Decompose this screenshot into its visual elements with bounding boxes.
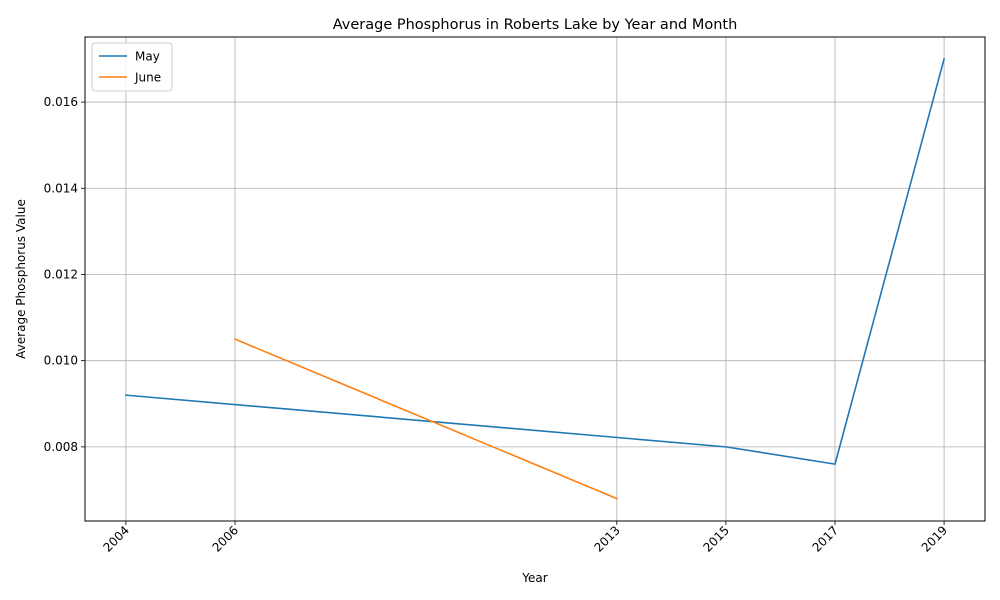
legend: May June [91,42,173,92]
series-lines [125,57,946,500]
legend-label-june: June [134,71,161,85]
x-axis-label: Year [521,571,547,585]
y-tick-label: 0.012 [44,267,78,281]
series-line-june [233,338,618,500]
legend-label-may: May [135,50,160,64]
series-line-may [125,57,946,465]
plot-frame [84,36,986,522]
grid [85,37,985,521]
y-tick-label: 0.016 [44,95,78,109]
y-axis-ticks: 0.008 0.010 0.012 0.014 0.016 [44,95,85,454]
y-axis-label: Average Phosphorus Value [14,199,28,359]
y-tick-label: 0.014 [44,181,78,195]
y-tick-label: 0.010 [44,354,78,368]
y-tick-label: 0.008 [44,440,78,454]
legend-box [91,42,173,92]
chart-title: Average Phosphorus in Roberts Lake by Ye… [333,17,738,33]
